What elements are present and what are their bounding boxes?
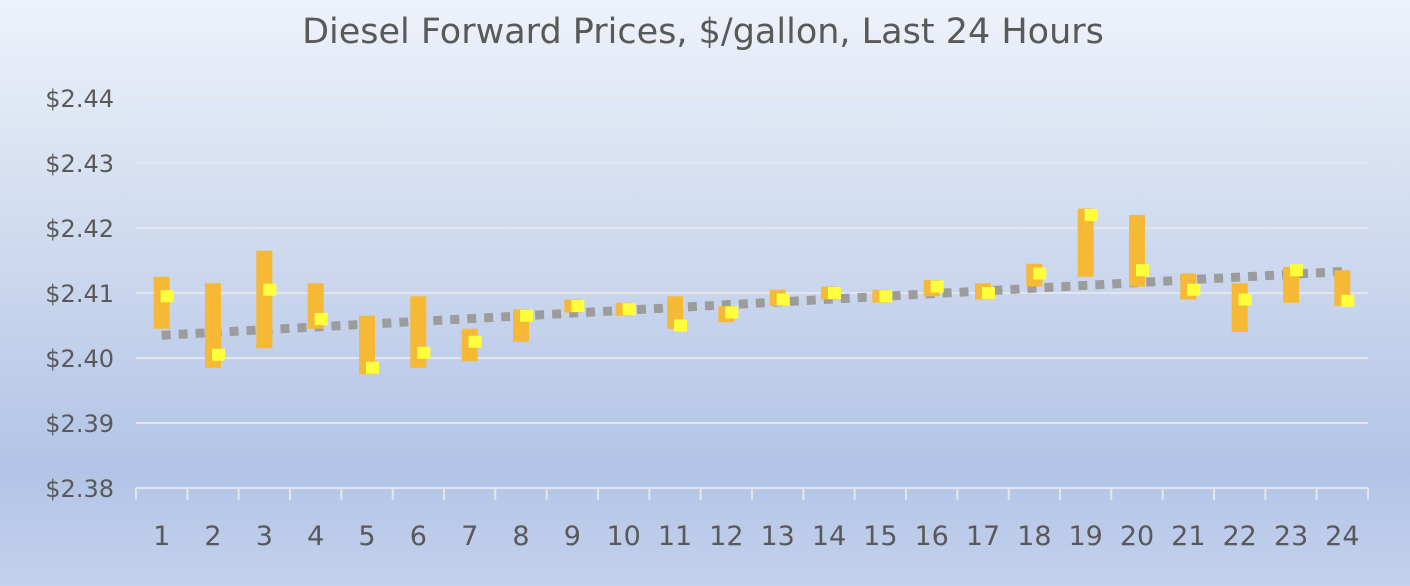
x-tick-label: 23 [1274,521,1308,552]
x-tick-label: 22 [1222,521,1256,552]
y-tick-label: $2.40 [45,345,114,373]
close-price-marker [417,346,431,359]
close-price-marker [160,290,174,303]
y-axis: $2.38 $2.39 $2.40 $2.41 $2.42 $2.43 $2.44 [45,85,114,503]
close-price-marker [314,313,328,325]
close-price-marker [520,309,533,322]
close-price-marker [982,287,995,299]
chart-title: Diesel Forward Prices, $/gallon, Last 24… [302,12,1104,52]
x-axis: 1 2 3 4 5 6 7 8 9 10 11 12 13 14 15 16 17 18 19 20 21 22 23 24 [135,487,1369,552]
x-tick-label: 9 [564,521,581,552]
close-price-marker [571,300,585,312]
x-tick-label: 7 [461,521,478,552]
x-tick-label: 12 [709,521,743,552]
close-price-marker [725,306,739,319]
close-price-marker [879,290,893,303]
y-tick-label: $2.44 [45,85,114,113]
close-price-marker [468,335,482,348]
x-tick-label: 14 [812,521,846,552]
close-price-marker [776,293,790,306]
close-price-marker [674,319,687,332]
x-tick-label: 6 [410,521,427,552]
x-tick-label: 13 [760,521,794,552]
x-tick-label: 8 [512,521,529,552]
x-tick-label: 17 [966,521,1000,552]
close-price-marker [1187,283,1201,296]
trendline [161,267,1343,340]
x-tick-label: 16 [914,521,948,552]
y-tick-label: $2.41 [45,280,114,308]
x-tick-label: 18 [1017,521,1051,552]
close-price-marker [1238,293,1252,306]
close-price-marker [1341,294,1355,307]
close-price-marker [1033,267,1047,280]
x-tick-label: 15 [863,521,897,552]
close-price-marker [1290,264,1303,277]
price-range-bar [205,283,221,368]
y-tick-label: $2.39 [45,410,114,438]
close-price-marker [366,361,379,374]
close-price-marker [212,348,225,361]
price-range-bar [256,250,273,349]
x-tick-label: 3 [256,521,273,552]
x-tick-label: 21 [1171,521,1205,552]
x-tick-label: 10 [606,521,640,552]
y-tick-label: $2.43 [45,150,114,178]
x-tick-label: 4 [307,521,324,552]
x-tick-label: 1 [153,521,170,552]
x-tick-label: 19 [1068,521,1102,552]
x-tick-label: 24 [1325,521,1359,552]
close-price-marker [828,287,841,299]
price-range-bar [1231,283,1248,332]
x-tick-label: 20 [1120,521,1154,552]
trendline-layer [161,267,1343,340]
close-price-marker [1084,209,1098,221]
y-tick-label: $2.38 [45,475,114,503]
x-tick-label: 5 [358,521,375,552]
y-tick-label: $2.42 [45,215,114,243]
close-price-marker [1136,264,1149,277]
close-price-marker [622,303,636,316]
x-tick-label: 2 [204,521,221,552]
x-tick-label: 11 [658,521,692,552]
price-range-bar [359,315,375,375]
close-price-marker [263,283,277,296]
price-range-bar [1077,208,1094,277]
gridlines [136,97,1368,424]
price-ranges [153,208,1355,375]
close-price-marker [930,280,944,293]
price-range-bar [153,276,170,329]
